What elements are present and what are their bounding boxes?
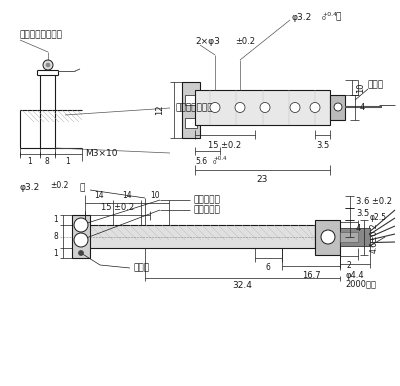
Text: 1: 1 [28, 157, 32, 166]
Circle shape [235, 103, 245, 112]
Bar [185, 95, 197, 105]
Text: 10: 10 [150, 191, 160, 200]
Text: 3.6 ±0.2: 3.6 ±0.2 [356, 198, 392, 207]
Circle shape [310, 103, 320, 112]
Text: M3×10: M3×10 [85, 149, 118, 157]
Text: φ2.5: φ2.5 [370, 213, 387, 222]
Text: 8: 8 [53, 232, 58, 241]
Text: 投光レンズ: 投光レンズ [193, 195, 220, 205]
Text: 穴: 穴 [335, 12, 340, 22]
Circle shape [210, 103, 220, 112]
Text: 2000最小: 2000最小 [345, 279, 376, 288]
Text: 1: 1 [66, 157, 70, 166]
Circle shape [46, 63, 50, 67]
Text: 8: 8 [45, 157, 49, 166]
Bar [185, 118, 197, 128]
Text: 12: 12 [155, 105, 164, 115]
Text: 16.7: 16.7 [302, 271, 320, 279]
Text: ±0.2: ±0.2 [50, 181, 68, 190]
Text: 15 ±0.2: 15 ±0.2 [101, 203, 134, 212]
Text: 2: 2 [347, 261, 351, 271]
Bar [330, 95, 345, 120]
Text: 表示灯: 表示灯 [133, 264, 149, 273]
Text: 32.4: 32.4 [232, 281, 252, 291]
Text: 23: 23 [257, 176, 268, 185]
Bar [315, 220, 340, 255]
Text: 4: 4 [356, 224, 361, 233]
Bar [85, 225, 315, 248]
Text: +0.4: +0.4 [322, 12, 337, 17]
Text: 5.6: 5.6 [195, 156, 207, 166]
Bar [340, 228, 370, 246]
Text: 14: 14 [122, 191, 132, 200]
Text: 穴: 穴 [80, 183, 85, 193]
Circle shape [43, 60, 53, 70]
Circle shape [74, 233, 88, 247]
Bar [195, 90, 330, 125]
Circle shape [74, 218, 88, 232]
Text: 4.6±0.2: 4.6±0.2 [370, 222, 379, 253]
Text: 1: 1 [53, 249, 58, 257]
Text: 0: 0 [322, 15, 326, 20]
Text: 2×φ3: 2×φ3 [195, 37, 220, 46]
Text: 1: 1 [53, 215, 58, 225]
Text: +0.4: +0.4 [213, 156, 226, 161]
Text: φ4.4: φ4.4 [345, 271, 364, 279]
Text: φ3.2: φ3.2 [292, 12, 312, 22]
Text: 14: 14 [94, 191, 104, 200]
Text: ±0.2: ±0.2 [235, 37, 255, 46]
Text: φ3.2: φ3.2 [20, 183, 40, 193]
Circle shape [260, 103, 270, 112]
Circle shape [321, 230, 335, 244]
Bar [182, 82, 200, 138]
Text: 取付ブラケット: 取付ブラケット [175, 103, 213, 112]
Text: 感度調節ボリウム: 感度調節ボリウム [20, 30, 63, 39]
Text: 0: 0 [213, 161, 216, 166]
Text: 3.5: 3.5 [316, 141, 330, 149]
Bar [340, 232, 358, 242]
Text: 3.5: 3.5 [356, 210, 369, 218]
Circle shape [78, 251, 84, 256]
Text: コード: コード [368, 81, 384, 90]
Text: 4: 4 [360, 103, 365, 112]
Circle shape [334, 103, 342, 111]
Circle shape [290, 103, 300, 112]
Text: 10: 10 [356, 82, 365, 93]
Text: 6: 6 [266, 264, 270, 273]
Text: 受光レンズ: 受光レンズ [193, 205, 220, 215]
Bar [72, 215, 90, 258]
Text: 15 ±0.2: 15 ±0.2 [208, 141, 242, 149]
